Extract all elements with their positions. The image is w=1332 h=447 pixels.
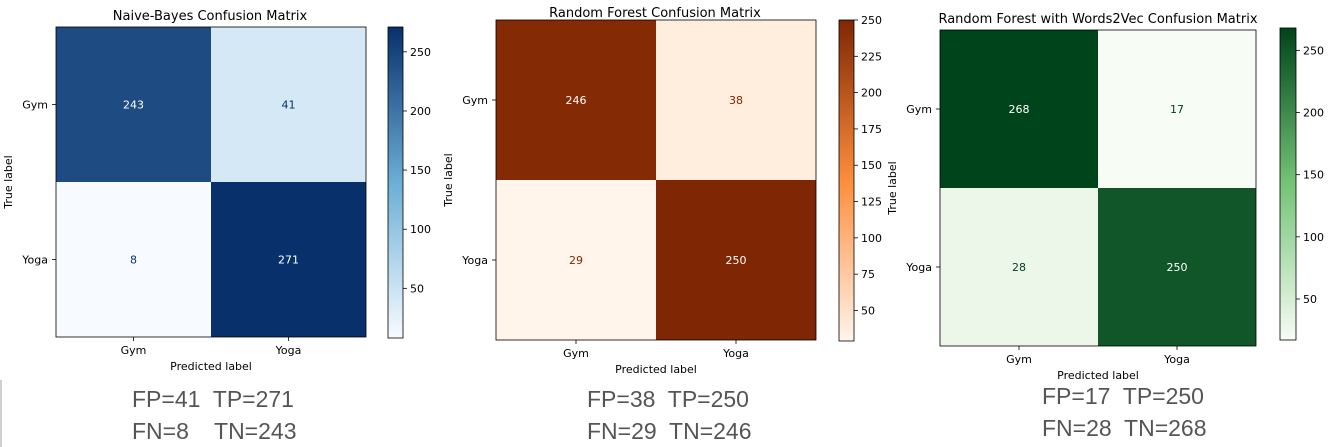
- colorbar-tick-label: 150: [1303, 169, 1324, 182]
- heatmap-cell: [211, 27, 366, 182]
- cell-value-label: 41: [282, 99, 296, 112]
- chart-title: Random Forest Confusion Matrix: [549, 6, 761, 21]
- colorbar-tick-label: 125: [861, 196, 882, 209]
- colorbar-tick-label: 250: [410, 46, 431, 59]
- colorbar-tick-label: 200: [1303, 107, 1324, 120]
- cell-value-label: 38: [729, 94, 743, 107]
- y-tick-label: Yoga: [461, 254, 488, 267]
- metrics-naive-bayes: FP=41 TP=271 FN=8 TN=243: [132, 383, 297, 447]
- confusion-matrix-naive-bayes: Naive-Bayes Confusion Matrix 243 41 8 271 Gym…: [0, 0, 440, 380]
- cell-value-label: 8: [130, 254, 137, 267]
- cell-value-label: 246: [566, 94, 587, 107]
- y-tick-label: Gym: [906, 103, 932, 116]
- colorbar: [838, 19, 855, 342]
- colorbar-tick-label: 250: [1303, 44, 1324, 57]
- colorbar-tick-label: 100: [410, 223, 431, 236]
- y-tick-label: Gym: [462, 94, 488, 107]
- cell-value-label: 250: [1167, 261, 1188, 274]
- cell-value-label: 250: [726, 254, 747, 267]
- x-tick-label: Gym: [121, 344, 147, 357]
- colorbar: [1279, 27, 1297, 341]
- heatmap-cell: [656, 180, 816, 340]
- colorbar-tick-label: 50: [861, 304, 875, 317]
- heatmap-cell: [56, 27, 211, 182]
- colorbar-tick-label: 150: [861, 159, 882, 172]
- colorbar-tick-label: 250: [861, 14, 882, 27]
- colorbar: [387, 26, 404, 339]
- cell-value-label: 243: [123, 99, 144, 112]
- plot-frame: [495, 19, 817, 341]
- plot-frame: [939, 29, 1257, 347]
- colorbar-tick-label: 50: [1303, 293, 1317, 306]
- heatmap-cell: [496, 180, 656, 340]
- plot-frame: [55, 26, 367, 338]
- chart-title: Naive-Bayes Confusion Matrix: [113, 9, 308, 24]
- cell-value-label: 29: [569, 254, 583, 267]
- metrics-line-fn-tn: FN=8 TN=243: [132, 418, 297, 444]
- heatmap-cell: [656, 20, 816, 180]
- x-axis-label: Predicted label: [615, 363, 697, 376]
- colorbar-tick-label: 100: [1303, 231, 1324, 244]
- heatmap-cell: [56, 182, 211, 337]
- confusion-matrix-random-forest: Random Forest Confusion Matrix 246 38 29 250…: [440, 0, 885, 380]
- heatmap-svg-2: Random Forest with Words2Vec Confusion M…: [886, 12, 1324, 382]
- heatmap-cell: [211, 182, 366, 337]
- colorbar-tick-label: 50: [410, 282, 424, 295]
- x-axis-label: Predicted label: [1057, 369, 1139, 382]
- colorbar-tick-label: 150: [410, 164, 431, 177]
- divider: [0, 380, 2, 447]
- x-tick-label: Gym: [1006, 353, 1032, 366]
- x-tick-label: Yoga: [1163, 353, 1190, 366]
- metrics-line-fp-tp: FP=41 TP=271: [132, 386, 294, 412]
- colorbar-tick-label: 175: [861, 123, 882, 136]
- colorbar-tick-label: 100: [861, 232, 882, 245]
- y-tick-label: Gym: [22, 99, 48, 112]
- y-axis-label: True label: [442, 153, 455, 207]
- heatmap-cell: [1098, 188, 1256, 346]
- colorbar-tick-label: 200: [410, 105, 431, 118]
- metrics-random-forest-word2vec: FP=17 TP=250 FN=28 TN=268: [1042, 380, 1207, 444]
- x-tick-label: Yoga: [275, 344, 302, 357]
- x-tick-label: Yoga: [722, 347, 749, 360]
- cell-value-label: 268: [1009, 103, 1030, 116]
- heatmap-cell: [496, 20, 656, 180]
- heatmap-svg-1: Random Forest Confusion Matrix 246 38 29 250…: [442, 6, 882, 376]
- heatmap-cell: [940, 188, 1098, 346]
- metrics-line-fn-tn: FN=28 TN=268: [1042, 415, 1207, 441]
- cell-value-label: 28: [1012, 261, 1026, 274]
- heatmap-cell: [1098, 30, 1256, 188]
- y-tick-label: Yoga: [905, 261, 932, 274]
- metrics-random-forest: FP=38 TP=250 FN=29 TN=246: [587, 383, 752, 447]
- colorbar-tick-label: 200: [861, 87, 882, 100]
- cell-value-label: 271: [278, 254, 299, 267]
- metrics-line-fn-tn: FN=29 TN=246: [587, 418, 752, 444]
- chart-title: Random Forest with Words2Vec Confusion M…: [938, 12, 1257, 27]
- metrics-line-fp-tp: FP=17 TP=250: [1042, 383, 1204, 409]
- y-tick-label: Yoga: [21, 254, 48, 267]
- colorbar-tick-label: 225: [861, 50, 882, 63]
- confusion-matrix-random-forest-word2vec: Random Forest with Words2Vec Confusion M…: [885, 0, 1332, 382]
- heatmap-cell: [940, 30, 1098, 188]
- x-axis-label: Predicted label: [170, 360, 252, 373]
- metrics-line-fp-tp: FP=38 TP=250: [587, 386, 749, 412]
- colorbar-tick-label: 75: [861, 268, 875, 281]
- y-axis-label: True label: [886, 161, 899, 215]
- x-tick-label: Gym: [563, 347, 589, 360]
- heatmap-svg-0: Naive-Bayes Confusion Matrix 243 41 8 271 Gym…: [2, 9, 431, 373]
- cell-value-label: 17: [1170, 103, 1184, 116]
- y-axis-label: True label: [2, 155, 15, 209]
